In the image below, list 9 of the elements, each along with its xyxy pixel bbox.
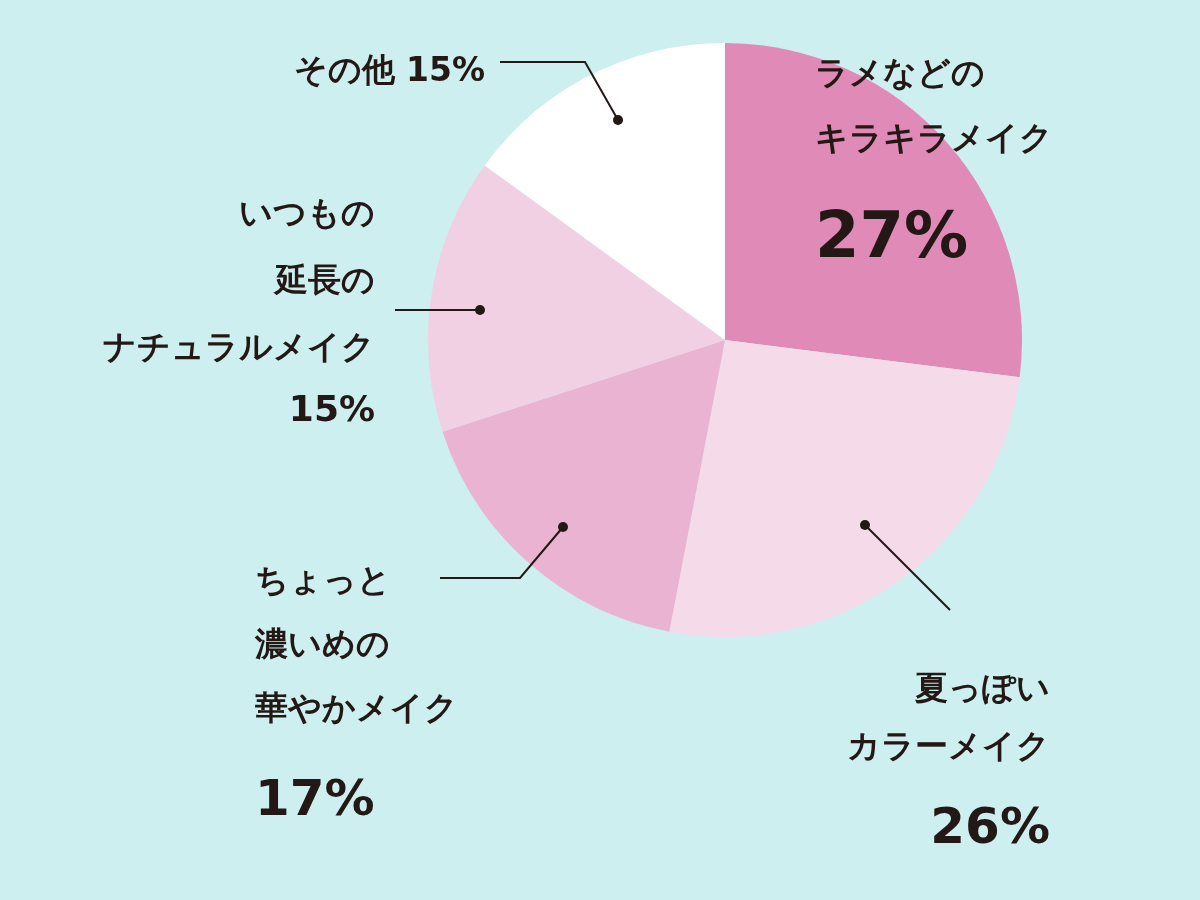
slice-label: ちょっと濃いめの華やかメイク bbox=[254, 559, 458, 727]
data-label: 26% bbox=[930, 796, 1050, 855]
data-label: 15% bbox=[288, 388, 375, 430]
data-label: 27% bbox=[815, 197, 969, 272]
slice-label: ラメなどのキラキラメイク bbox=[815, 52, 1053, 157]
data-label: 17% bbox=[255, 768, 375, 827]
slice-label: 夏っぽいカラーメイク bbox=[847, 667, 1050, 765]
slice-label: その他 15% bbox=[293, 49, 485, 89]
slice-label: いつもの延長のナチュラルメイク bbox=[103, 192, 375, 366]
